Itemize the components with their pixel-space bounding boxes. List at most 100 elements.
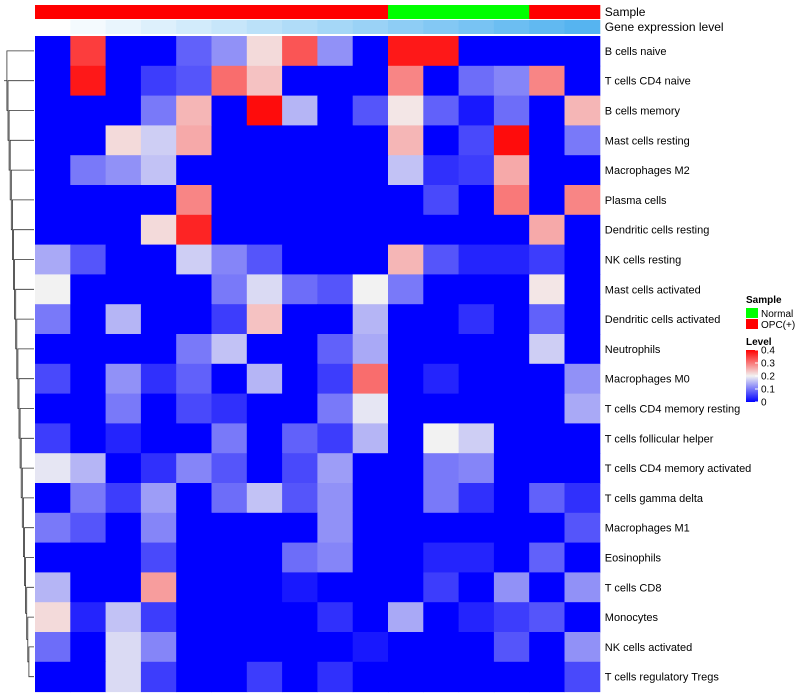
heatmap-cell — [493, 453, 530, 484]
annotation-cell — [493, 20, 530, 34]
heatmap-cell — [35, 572, 71, 603]
heatmap-cell — [211, 542, 248, 573]
row-label: Eosinophils — [605, 553, 662, 565]
heatmap-cell — [493, 185, 530, 216]
heatmap-cell — [352, 155, 389, 186]
annotation-cell — [352, 20, 389, 34]
heatmap-cell — [493, 632, 530, 663]
row-label: T cells follicular helper — [605, 433, 714, 445]
heatmap-cell — [458, 334, 495, 365]
sample-legend-swatch — [746, 308, 758, 318]
heatmap-cell — [388, 453, 424, 484]
heatmap-cell — [458, 304, 495, 335]
row-label: T cells CD4 memory resting — [605, 404, 741, 416]
heatmap-cell — [458, 632, 495, 663]
heatmap-cell — [388, 214, 424, 246]
heatmap-cell — [352, 214, 389, 246]
heatmap-cell — [458, 661, 495, 693]
heatmap-cell — [70, 95, 107, 126]
heatmap-cell — [246, 453, 283, 484]
heatmap-cell — [140, 393, 177, 424]
heatmap-cell — [176, 363, 212, 395]
heatmap-cell — [35, 542, 71, 573]
row-label: Dendritic cells resting — [605, 225, 710, 237]
heatmap-cell — [70, 483, 107, 514]
heatmap-cell — [105, 512, 142, 544]
heatmap-cell — [140, 155, 177, 186]
heatmap-cell — [388, 244, 424, 275]
heatmap-cell — [35, 244, 71, 275]
heatmap-cell — [176, 661, 212, 693]
heatmap-cell — [352, 274, 389, 305]
heatmap-cell — [140, 304, 177, 335]
heatmap-cell — [211, 423, 248, 454]
annotation-track-label: Gene expression level — [605, 20, 724, 34]
annotation-cell — [70, 20, 107, 34]
level-tick-label: 0 — [761, 398, 767, 409]
heatmap-cell — [564, 512, 601, 544]
heatmap-cell — [317, 512, 354, 544]
row-label: T cells CD4 naive — [605, 76, 691, 88]
heatmap-cell — [70, 334, 107, 365]
row-label: Macrophages M1 — [605, 523, 690, 535]
heatmap-cell — [246, 125, 283, 156]
heatmap-cell — [282, 483, 318, 514]
heatmap-cell — [176, 632, 212, 663]
heatmap-cell — [564, 65, 601, 97]
heatmap-cell — [493, 214, 530, 246]
row-label: Macrophages M0 — [605, 374, 690, 386]
heatmap-cell — [140, 334, 177, 365]
heatmap-cell — [70, 155, 107, 186]
heatmap-cell — [458, 453, 495, 484]
heatmap-cell — [105, 602, 142, 633]
heatmap-cell — [246, 155, 283, 186]
heatmap-cell — [35, 304, 71, 335]
heatmap-cell — [458, 423, 495, 454]
heatmap-cell — [423, 602, 460, 633]
heatmap-cell — [493, 512, 530, 544]
heatmap-cell — [388, 542, 424, 573]
heatmap-cell — [352, 125, 389, 156]
heatmap-cell — [317, 661, 354, 693]
heatmap-cell — [352, 393, 389, 424]
heatmap-cell — [211, 95, 248, 126]
heatmap-cell — [423, 95, 460, 126]
heatmap-cell — [211, 661, 248, 693]
heatmap-cell — [282, 214, 318, 246]
heatmap-cell — [70, 423, 107, 454]
heatmap-cell — [423, 661, 460, 693]
heatmap-cell — [246, 65, 283, 97]
heatmap-cell — [529, 572, 565, 603]
annotation-cell — [282, 20, 318, 34]
annotation-cell — [352, 5, 389, 19]
heatmap-cell — [423, 65, 460, 97]
annotation-cell — [529, 5, 565, 19]
heatmap-cell — [423, 214, 460, 246]
heatmap-cell — [493, 602, 530, 633]
heatmap-cell — [211, 155, 248, 186]
heatmap-cell — [176, 393, 212, 424]
heatmap-cell — [282, 95, 318, 126]
heatmap-cell — [176, 453, 212, 484]
heatmap-cell — [140, 453, 177, 484]
row-label: B cells naive — [605, 46, 667, 58]
heatmap-cell — [423, 125, 460, 156]
heatmap-cell — [70, 36, 107, 67]
heatmap-cell — [282, 334, 318, 365]
heatmap-cell — [529, 36, 565, 67]
annotation-cell — [388, 20, 424, 34]
row-label: Dendritic cells activated — [605, 314, 721, 326]
heatmap-cell — [211, 244, 248, 275]
heatmap-cell — [105, 304, 142, 335]
heatmap-cell — [140, 483, 177, 514]
heatmap-cell — [35, 661, 71, 693]
heatmap-cell — [246, 274, 283, 305]
heatmap-cell — [211, 363, 248, 395]
heatmap-cell — [35, 95, 71, 126]
heatmap-cell — [388, 155, 424, 186]
heatmap-cell — [388, 602, 424, 633]
heatmap-cell — [211, 453, 248, 484]
heatmap-cell — [564, 602, 601, 633]
